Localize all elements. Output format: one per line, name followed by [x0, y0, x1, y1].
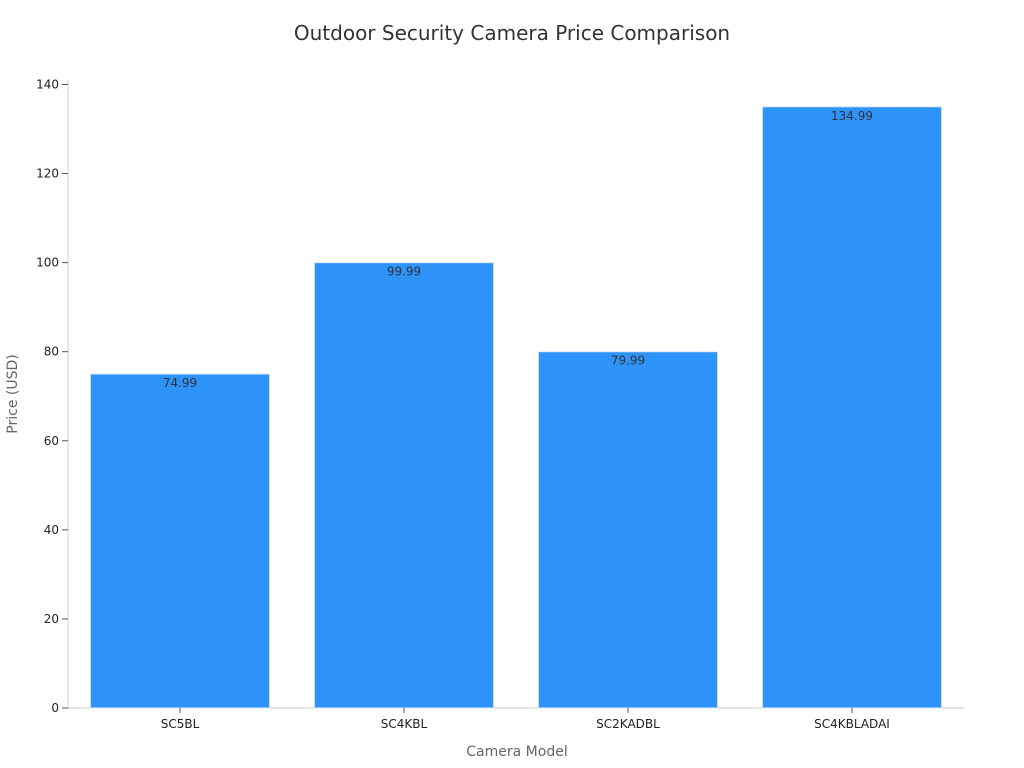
bar-value-label: 79.99 [611, 354, 645, 368]
y-tick-label: 0 [51, 701, 59, 715]
y-tick-label: 20 [44, 612, 59, 626]
x-tick-label: SC4KBL [381, 717, 428, 731]
y-tick-label: 100 [36, 256, 59, 270]
bar-value-label: 99.99 [387, 265, 421, 279]
x-tick-label: SC5BL [161, 717, 200, 731]
bar [537, 351, 719, 709]
x-tick-label: SC2KADBL [596, 717, 660, 731]
y-tick-label: 120 [36, 167, 59, 181]
bar-value-label: 134.99 [831, 109, 873, 123]
y-tick-label: 140 [36, 77, 59, 91]
y-axis-title: Price (USD) [5, 354, 21, 433]
y-tick-label: 60 [44, 434, 59, 448]
x-axis-title: Camera Model [466, 744, 567, 760]
bar [89, 373, 271, 709]
x-tick-label: SC4KBLADAI [814, 717, 890, 731]
y-tick-label: 80 [44, 345, 59, 359]
plot-area: 0 20 40 60 80 100 120 140 74.99 SC5BL 99.99 SC4KBL 7… [36, 77, 964, 731]
y-tick-label: 40 [44, 523, 59, 537]
bar [313, 262, 495, 709]
chart-title: Outdoor Security Camera Price Comparison [294, 21, 730, 45]
bar [761, 106, 943, 709]
bar-value-label: 74.99 [163, 376, 197, 390]
